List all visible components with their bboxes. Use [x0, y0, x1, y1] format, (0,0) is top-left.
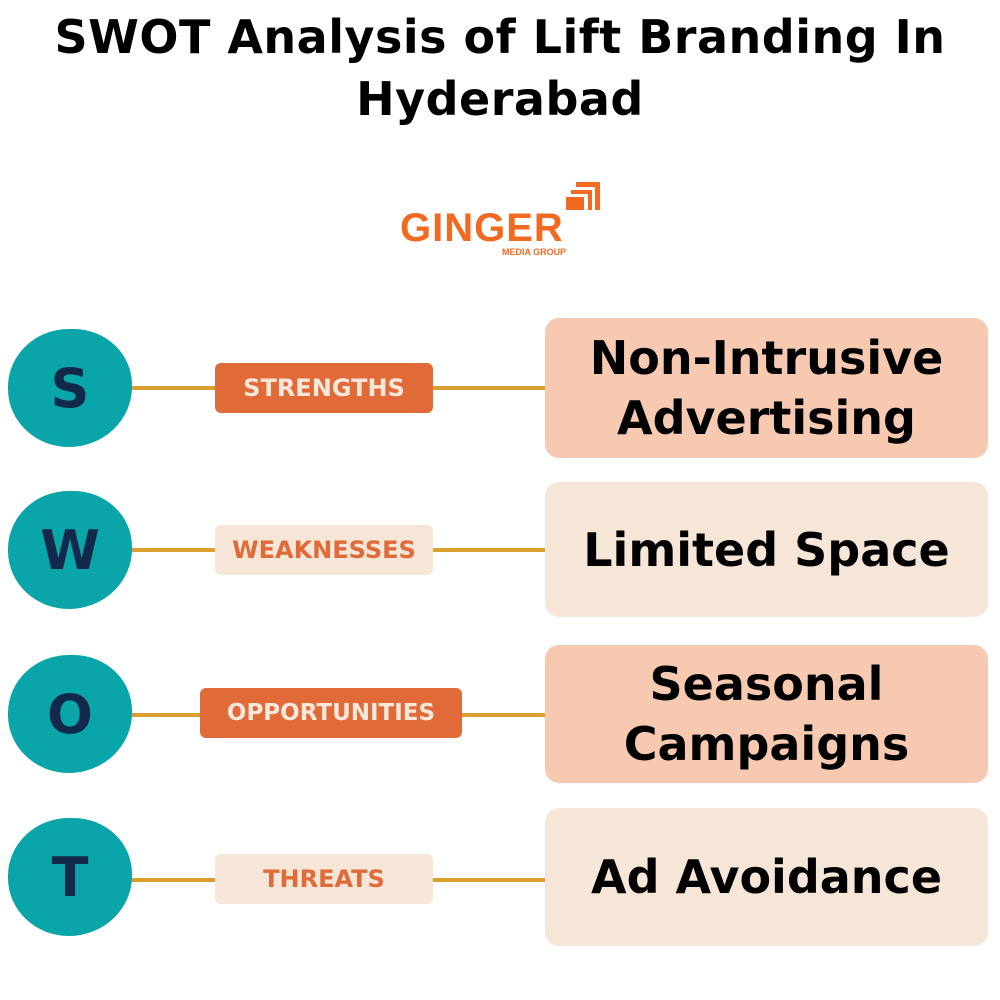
letter-circle: T [8, 818, 132, 936]
page-title: SWOT Analysis of Lift Branding In Hydera… [54, 10, 946, 126]
point-box: Seasonal Campaigns [545, 645, 988, 783]
point-text: Limited Space [583, 522, 950, 577]
logo-tagline: MEDIA GROUP [502, 247, 567, 257]
letter-circle: S [8, 329, 132, 447]
logo-mark-icon [566, 182, 600, 210]
point-text: Non-Intrusive Advertising [589, 331, 944, 445]
category-label: OPPORTUNITIES [200, 688, 462, 738]
category-label: WEAKNESSES [215, 525, 433, 575]
point-box: Limited Space [545, 482, 988, 617]
category-label: STRENGTHS [215, 363, 433, 413]
swot-row-strengths: S STRENGTHS Non-Intrusive Advertising [0, 313, 1000, 463]
letter-circle: W [8, 491, 132, 609]
swot-row-opportunities: O OPPORTUNITIES Seasonal Campaigns [0, 639, 1000, 789]
point-box: Ad Avoidance [545, 808, 988, 946]
swot-row-threats: T THREATS Ad Avoidance [0, 802, 1000, 952]
category-label: THREATS [215, 854, 433, 904]
ginger-media-group-logo: GINGER MEDIA GROUP [398, 182, 608, 262]
letter-circle: O [8, 655, 132, 773]
point-box: Non-Intrusive Advertising [545, 318, 988, 458]
logo-wordmark: GINGER [400, 206, 564, 250]
point-text: Ad Avoidance [590, 850, 943, 904]
point-text: Seasonal Campaigns [623, 657, 910, 771]
swot-row-weaknesses: W WEAKNESSES Limited Space [0, 475, 1000, 625]
